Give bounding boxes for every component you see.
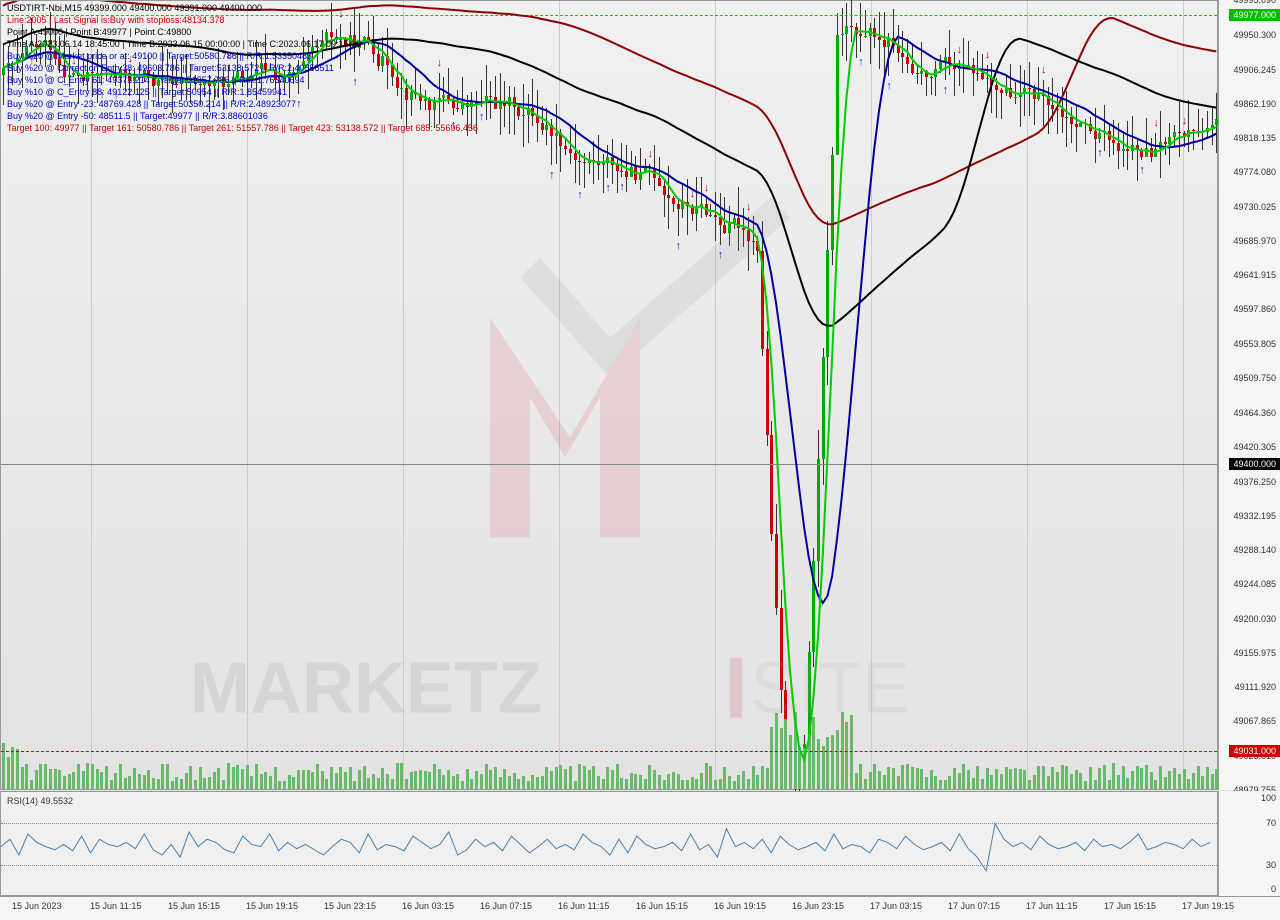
times-info: Time A:2023.06.14 18:45:00 | Time B:2023…	[7, 39, 361, 49]
main-chart[interactable]: USDTIRT-Nbi,M15 49399.000 49400.000 4939…	[0, 0, 1218, 790]
buy-line-6: Buy %20 @ Entry -50: 48511.5 || Target:4…	[7, 111, 268, 121]
buy-line-5: Buy %20 @ Entry -23: 48769.428 || Target…	[7, 99, 296, 109]
rsi-level-30	[1, 865, 1217, 866]
buy-line-3: Buy %10 @ C_Entry 61: 49373.214 || Targe…	[7, 75, 305, 85]
buy-line-4: Buy %10 @ C_Entry 88: 49122.125 || Targe…	[7, 87, 287, 97]
signal-info: Line:2005 | Last Signal is:Buy with stop…	[7, 15, 224, 25]
rsi-line	[1, 792, 1219, 897]
buy-line-1: Buy %20 @ Market price or at: 49100 || T…	[7, 51, 312, 61]
grid-line	[715, 1, 716, 789]
grid-line	[1027, 1, 1028, 789]
symbol-info: USDTIRT-Nbi,M15 49399.000 49400.000 4939…	[7, 3, 262, 13]
buy-line-2: Buy %20 @ Correction Entry38: 49603.786 …	[7, 63, 334, 73]
grid-line	[403, 1, 404, 789]
targets-info: Target 100: 49977 || Target 161: 50580.7…	[7, 123, 478, 133]
price-marker-current: 49400.000	[1229, 458, 1280, 470]
rsi-axis: 100 70 30 0	[1218, 791, 1280, 896]
hline-stoploss	[1, 751, 1217, 752]
price-marker-red: 49031.000	[1229, 745, 1280, 757]
chart-container: MARKETZ SITE USDTIRT-Nbi,M15 49399.000 4…	[0, 0, 1280, 920]
price-axis: 49995.69049950.30049906.24549862.1904981…	[1218, 0, 1280, 790]
points-info: Point A:49000 | Point B:49977 | Point C:…	[7, 27, 191, 37]
grid-line	[559, 1, 560, 789]
rsi-label: RSI(14) 49.5532	[7, 796, 73, 806]
time-axis: 15 Jun 202315 Jun 11:1515 Jun 15:1515 Ju…	[0, 896, 1280, 920]
price-marker-green: 49977.000	[1229, 9, 1280, 21]
grid-line	[871, 1, 872, 789]
rsi-level-70	[1, 823, 1217, 824]
rsi-panel[interactable]: RSI(14) 49.5532	[0, 791, 1218, 896]
hline-current	[1, 464, 1217, 465]
